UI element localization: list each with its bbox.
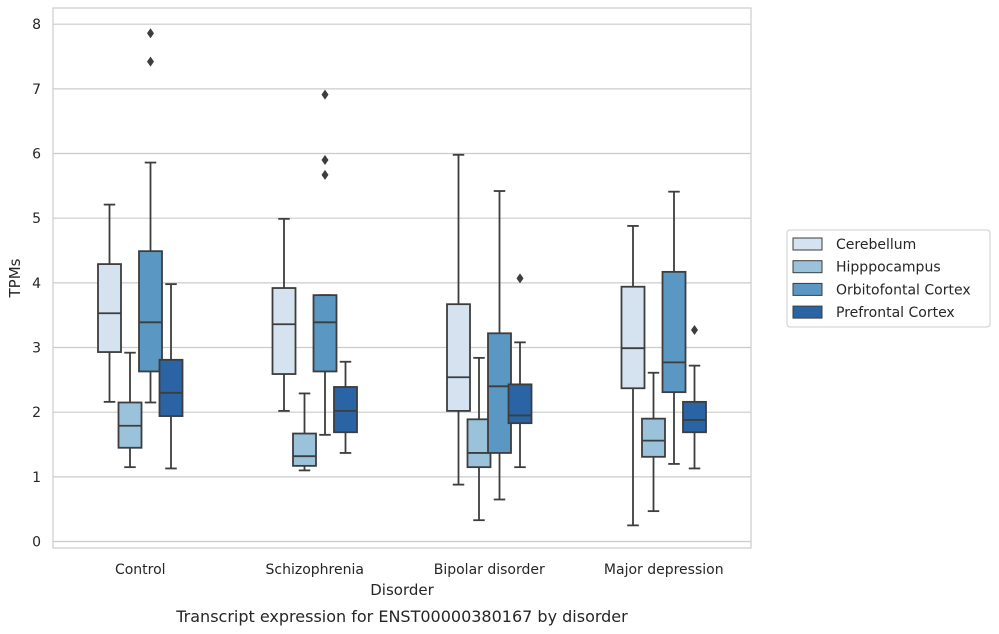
y-tick-label: 5 [32, 211, 41, 227]
box-hipppocampus [117, 351, 143, 469]
y-tick-label: 3 [32, 341, 41, 357]
y-tick-labels: 0 1 2 3 4 5 6 7 8 [32, 17, 41, 550]
box-cerebellum [97, 203, 122, 403]
outlier-point [516, 273, 524, 284]
box-iqr [682, 400, 707, 434]
box-iqr [661, 270, 687, 394]
y-tick-label: 1 [32, 470, 41, 486]
legend-entries: Cerebellum Hipppocampus Orbitofontal Corte… [792, 237, 971, 321]
outlier-point [321, 89, 329, 100]
box-iqr [97, 263, 122, 353]
y-tick-label: 8 [32, 17, 41, 33]
box-iqr [466, 418, 492, 469]
outlier-point [147, 56, 154, 67]
y-tick-label: 4 [32, 276, 41, 292]
x-tick-label: Major depression [604, 562, 724, 578]
box-iqr [271, 287, 297, 375]
legend-label: Prefrontal Cortex [836, 305, 955, 321]
box-hipppocampus [466, 356, 492, 522]
x-tick-label: Schizophrenia [266, 562, 364, 578]
box-iqr [446, 303, 471, 412]
box-cerebellum [620, 225, 646, 527]
box-plots [97, 28, 707, 527]
box-prefrontal-cortex [333, 360, 358, 454]
legend-swatch [792, 237, 823, 251]
plot-frame [52, 7, 752, 549]
y-tick-label: 6 [32, 147, 41, 163]
y-tick-label: 0 [32, 535, 41, 551]
box-iqr [507, 383, 533, 425]
box-iqr [312, 294, 338, 373]
x-tick-label: Control [115, 562, 166, 578]
y-tick-label: 7 [32, 82, 41, 98]
box-orbitofontal-cortex [661, 190, 687, 465]
outlier-point [321, 169, 329, 180]
x-tick-label: Bipolar disorder [434, 562, 545, 578]
box-prefrontal-cortex [507, 273, 533, 469]
legend-label: Hipppocampus [836, 260, 941, 276]
y-tick-label: 2 [32, 405, 41, 421]
box-hipppocampus [641, 371, 666, 513]
box-orbitofontal-cortex [138, 28, 163, 404]
box-iqr [138, 250, 163, 373]
plot-background [53, 8, 751, 548]
x-tick-labels: Control Schizophrenia Bipolar disorder Majo… [115, 562, 724, 578]
figure-caption: Transcript expression for ENST0000038016… [175, 607, 628, 626]
legend: Cerebellum Hipppocampus Orbitofontal Corte… [786, 229, 991, 328]
legend-swatch [792, 260, 823, 274]
legend-label: Cerebellum [836, 237, 916, 253]
box-iqr [487, 332, 512, 454]
legend-frame [786, 229, 991, 328]
box-prefrontal-cortex [158, 283, 184, 470]
box-prefrontal-cortex [682, 325, 707, 470]
outlier-point [691, 325, 698, 336]
legend-swatch [792, 305, 823, 319]
outlier-point [321, 154, 329, 165]
box-iqr [292, 432, 317, 467]
outlier-point [147, 28, 154, 39]
x-axis-title: Disorder [370, 581, 434, 599]
box-cerebellum [446, 153, 471, 486]
box-orbitofontal-cortex [487, 190, 512, 501]
box-iqr [158, 358, 184, 417]
box-cerebellum [271, 217, 297, 412]
legend-label: Orbitofontal Cortex [836, 282, 971, 298]
legend-swatch [792, 282, 823, 296]
y-axis-title: TPMs [6, 258, 24, 298]
box-iqr [641, 417, 666, 458]
box-orbitofontal-cortex [312, 89, 338, 436]
box-iqr [333, 386, 358, 434]
box-hipppocampus [292, 392, 317, 472]
box-iqr [620, 285, 646, 390]
